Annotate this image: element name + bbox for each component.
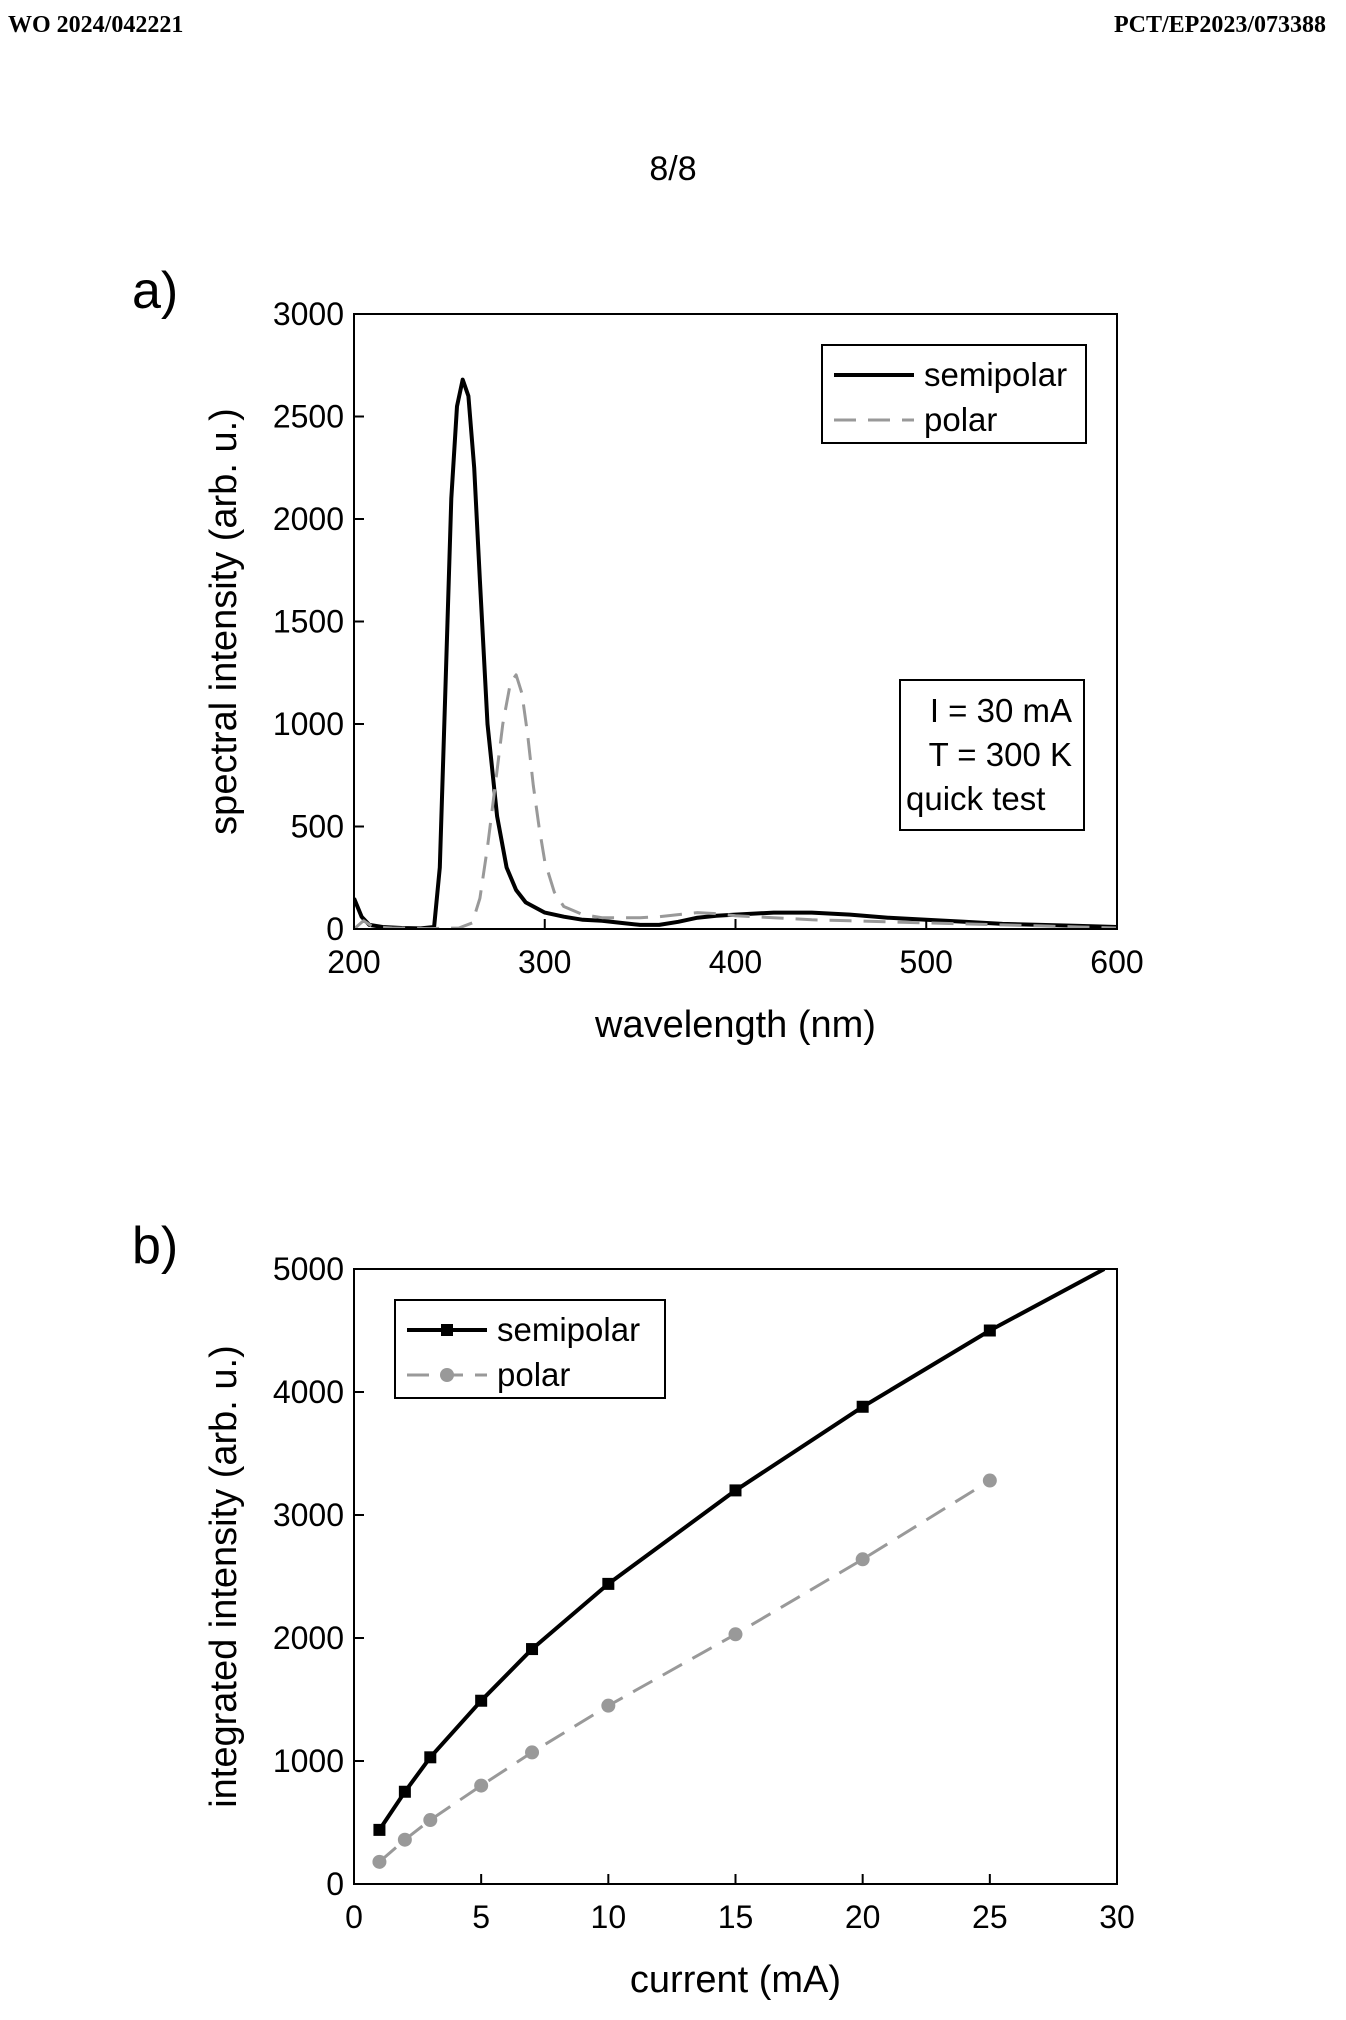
series-semipolar [373, 1269, 1106, 1836]
data-point [424, 1751, 437, 1764]
data-point [373, 1823, 386, 1836]
x-tick-label: 30 [1099, 1899, 1135, 1935]
data-point [526, 1643, 539, 1656]
data-point [729, 1484, 742, 1497]
series-line-polar [378, 1479, 991, 1864]
annotation-box [899, 679, 1085, 831]
series-polar [354, 673, 1117, 929]
legend-label-polar: polar [497, 1356, 570, 1393]
annotation-line: I = 30 mA [930, 692, 1072, 729]
legend-marker [440, 1368, 454, 1382]
y-tick-label: 2000 [273, 501, 344, 537]
y-axis-label: spectral intensity (arb. u.) [203, 408, 245, 835]
panel-label: b) [132, 1217, 178, 1275]
data-point [983, 1324, 996, 1337]
series-fit-semipolar [988, 1269, 1106, 1333]
legend: semipolar polar [394, 1299, 666, 1399]
legend-marker [441, 1324, 453, 1336]
data-point [728, 1627, 743, 1642]
legend-label-semipolar: semipolar [497, 1311, 640, 1348]
y-tick-label: 0 [326, 911, 344, 947]
legend-label-polar: polar [924, 401, 997, 438]
x-axis-label: current (mA) [630, 1959, 841, 2001]
plot-frame [353, 1268, 1118, 1885]
legend-label-semipolar: semipolar [924, 356, 1067, 393]
x-tick-label: 25 [972, 1899, 1008, 1935]
legend-box [394, 1299, 666, 1399]
sheet-number: 8/8 [649, 150, 697, 188]
y-tick-label: 1000 [273, 706, 344, 742]
application-number: PCT/EP2023/073388 [1113, 12, 1326, 38]
series-polar [372, 1473, 997, 1869]
data-point [398, 1785, 411, 1798]
x-tick-label: 5 [472, 1899, 490, 1935]
series-line-semipolar [377, 1328, 991, 1832]
annotation: I = 30 mA T = 300 K quick test [899, 679, 1085, 831]
panel-label: a) [132, 262, 178, 320]
y-tick-label: 1500 [273, 604, 344, 640]
y-tick-label: 2000 [273, 1620, 344, 1656]
data-point [474, 1778, 489, 1793]
data-point [475, 1694, 488, 1707]
annotation-line: quick test [906, 780, 1045, 817]
y-tick-label: 5000 [273, 1251, 344, 1287]
x-tick-label: 300 [518, 944, 571, 980]
chart-panel-a: a) 200 300 400 500 600 0 500 1000 1500 2000 2500 300… [132, 262, 1144, 1046]
data-point [602, 1577, 615, 1590]
series-line-semipolar [354, 377, 1117, 929]
annotation-line: T = 300 K [929, 736, 1072, 773]
legend: semipolar polar [821, 344, 1087, 444]
x-tick-label: 20 [845, 1899, 881, 1935]
y-tick-label: 4000 [273, 1374, 344, 1410]
y-tick-label: 0 [326, 1866, 344, 1902]
data-point [397, 1832, 412, 1847]
y-tick-label: 3000 [273, 296, 344, 332]
y-tick-label: 2500 [273, 399, 344, 435]
series-line-polar [354, 673, 1117, 929]
data-point [982, 1473, 997, 1488]
y-axis-label: integrated intensity (arb. u.) [203, 1345, 245, 1808]
series-semipolar [354, 377, 1117, 929]
plot-frame [353, 313, 1118, 930]
x-tick-label: 15 [718, 1899, 754, 1935]
x-tick-label: 10 [591, 1899, 627, 1935]
x-axis-label: wavelength (nm) [594, 1004, 876, 1046]
data-point [855, 1552, 870, 1567]
x-tick-label: 0 [345, 1899, 363, 1935]
data-point [525, 1745, 540, 1760]
data-point [601, 1698, 616, 1713]
x-tick-label: 600 [1090, 944, 1143, 980]
chart-panel-b: b) 0 5 10 15 20 25 30 0 1000 2000 3000 4000 5000 curre… [132, 1217, 1135, 2001]
publication-number: WO 2024/042221 [8, 12, 184, 38]
data-point [423, 1813, 438, 1828]
legend-box [821, 344, 1087, 444]
y-tick-label: 1000 [273, 1743, 344, 1779]
y-tick-label: 3000 [273, 1497, 344, 1533]
data-point [372, 1854, 387, 1869]
data-point [856, 1400, 869, 1413]
x-tick-label: 200 [327, 944, 380, 980]
x-tick-label: 500 [900, 944, 953, 980]
x-tick-label: 400 [709, 944, 762, 980]
y-tick-label: 500 [291, 809, 344, 845]
